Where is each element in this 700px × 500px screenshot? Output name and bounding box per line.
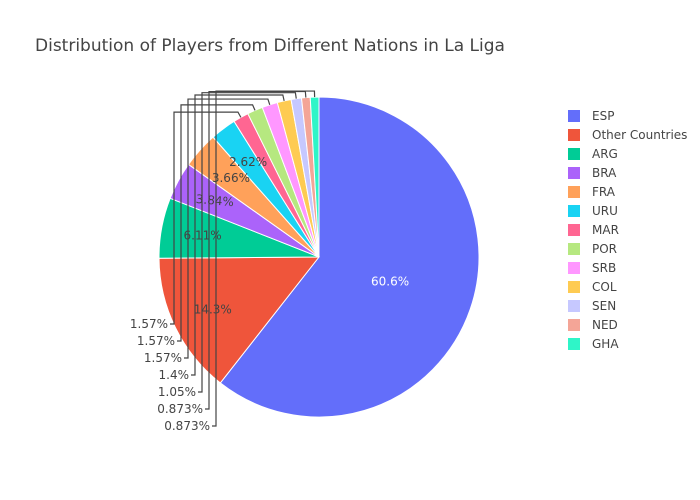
legend-label-por[interactable]: POR	[592, 242, 617, 256]
leader-line-mar	[170, 111, 242, 325]
legend-label-mar[interactable]: MAR	[592, 223, 619, 237]
legend-swatch-mar[interactable]	[568, 224, 580, 236]
legend-swatch-col[interactable]	[568, 281, 580, 293]
legend-swatch-gha[interactable]	[568, 338, 580, 350]
chart-title: Distribution of Players from Different N…	[35, 36, 505, 56]
legend-label-srb[interactable]: SRB	[592, 261, 616, 275]
slice-label-por: 1.57%	[137, 334, 175, 348]
legend-label-gha[interactable]: GHA	[592, 337, 619, 351]
leader-line-por	[177, 104, 256, 342]
slice-label-gha: 0.873%	[164, 419, 210, 433]
legend-swatch-esp[interactable]	[568, 110, 580, 122]
slice-gha[interactable]	[309, 96, 320, 258]
slice-label-ned: 0.873%	[157, 402, 203, 416]
slice-label-sen: 1.05%	[158, 385, 196, 399]
slice-esp[interactable]	[219, 96, 480, 418]
legend-swatch-bra[interactable]	[568, 167, 580, 179]
slice-label-col: 1.4%	[159, 368, 190, 382]
slice-label-esp: 60.6%	[371, 275, 409, 289]
legend-swatch-other-countries[interactable]	[568, 129, 580, 141]
legend-label-arg[interactable]: ARG	[592, 147, 618, 161]
legend-label-esp[interactable]: ESP	[592, 109, 614, 123]
legend-swatch-arg[interactable]	[568, 148, 580, 160]
legend-label-uru[interactable]: URU	[592, 204, 618, 218]
leader-line-srb	[184, 98, 271, 359]
slice-label-mar: 1.57%	[130, 317, 168, 331]
leader-line-ned	[205, 90, 307, 410]
legend-swatch-sen[interactable]	[568, 300, 580, 312]
slice-other-countries[interactable]	[158, 256, 321, 384]
legend-swatch-srb[interactable]	[568, 262, 580, 274]
legend-label-other-countries[interactable]: Other Countries	[592, 128, 687, 142]
slice-label-bra: 3.84%	[195, 192, 234, 209]
slice-label-srb: 1.57%	[144, 351, 182, 365]
slice-labels: 60.6%14.3%6.11%3.84%3.66%2.62%1.57%1.57%…	[130, 90, 409, 433]
legend-label-fra[interactable]: FRA	[592, 185, 616, 199]
legend-label-ned[interactable]: NED	[592, 318, 618, 332]
slice-label-other-countries: 14.3%	[194, 302, 232, 316]
legend-swatch-fra[interactable]	[568, 186, 580, 198]
leader-line-col	[191, 94, 285, 376]
slice-label-uru: 2.62%	[229, 155, 267, 169]
leader-line-sen	[198, 92, 297, 393]
slice-label-fra: 3.66%	[212, 171, 250, 185]
pie-slices	[158, 96, 480, 418]
legend-swatch-uru[interactable]	[568, 205, 580, 217]
leader-line-gha	[212, 90, 316, 427]
legend-label-col[interactable]: COL	[592, 280, 617, 294]
legend-swatch-por[interactable]	[568, 243, 580, 255]
legend: ESP Other Countries ARG BRA FRA URU MAR POR SRB C…	[568, 109, 687, 351]
legend-swatch-ned[interactable]	[568, 319, 580, 331]
legend-label-sen[interactable]: SEN	[592, 299, 616, 313]
legend-label-bra[interactable]: BRA	[592, 166, 617, 180]
